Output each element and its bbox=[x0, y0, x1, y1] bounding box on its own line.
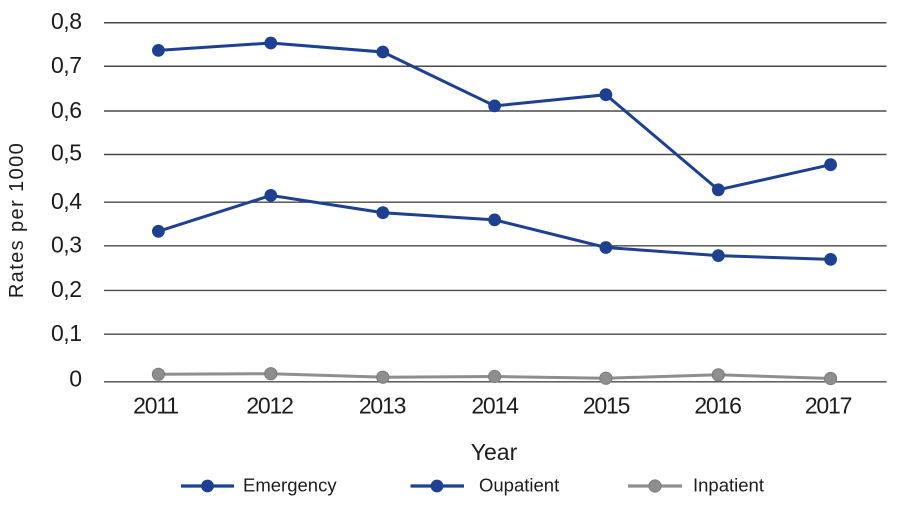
svg-text:2013: 2013 bbox=[359, 393, 406, 419]
svg-text:2011: 2011 bbox=[133, 393, 178, 419]
svg-text:0,3: 0,3 bbox=[51, 232, 81, 258]
svg-text:0,1: 0,1 bbox=[51, 320, 81, 346]
svg-text:0,6: 0,6 bbox=[51, 97, 81, 123]
svg-text:Rates per 1000: Rates per 1000 bbox=[6, 142, 28, 298]
svg-text:Oupatient: Oupatient bbox=[479, 474, 559, 495]
svg-text:0: 0 bbox=[69, 365, 81, 391]
svg-text:0,7: 0,7 bbox=[51, 52, 81, 78]
svg-text:2014: 2014 bbox=[471, 393, 519, 419]
svg-text:Emergency: Emergency bbox=[243, 474, 337, 495]
svg-text:Inpatient: Inpatient bbox=[693, 474, 764, 495]
svg-text:0,2: 0,2 bbox=[51, 276, 81, 302]
svg-text:2016: 2016 bbox=[694, 393, 741, 419]
svg-text:2012: 2012 bbox=[246, 393, 293, 419]
svg-text:0,5: 0,5 bbox=[51, 140, 81, 166]
svg-text:0,8: 0,8 bbox=[51, 8, 81, 34]
svg-text:0,4: 0,4 bbox=[51, 188, 82, 214]
svg-text:2017: 2017 bbox=[805, 393, 852, 419]
svg-text:2015: 2015 bbox=[583, 393, 630, 419]
svg-text:Year: Year bbox=[471, 439, 518, 465]
